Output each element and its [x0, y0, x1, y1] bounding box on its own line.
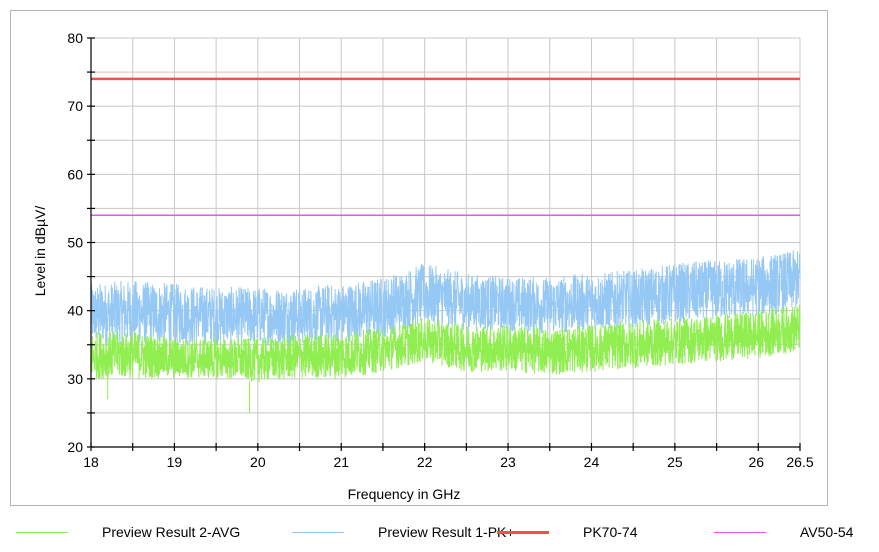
- legend-label: Preview Result 1-PK+: [378, 524, 515, 540]
- series-preview-result-1-pk-trace: [90, 250, 801, 347]
- y-axis-label: Level in dBµV/: [32, 206, 48, 297]
- x-tick-label: 20: [250, 454, 266, 470]
- chart-frame: 20 30 40 50 60 70 80 18 19 20 21 22 23 24 25 26 26.5 Fre…: [10, 10, 828, 506]
- y-tick-label: 50: [67, 235, 83, 251]
- legend-swatch: [292, 531, 344, 533]
- y-tick-label: 30: [67, 371, 83, 387]
- x-tick-label: 26.5: [786, 454, 813, 470]
- x-tick-label: 22: [417, 454, 433, 470]
- x-tick-label: 24: [584, 454, 600, 470]
- x-tick-label: 26: [749, 454, 765, 470]
- legend-item: AV50-54: [714, 520, 853, 544]
- x-tick-label: 19: [167, 454, 183, 470]
- legend-label: PK70-74: [583, 524, 638, 540]
- y-tick-label: 40: [67, 303, 83, 319]
- legend-label: Preview Result 2-AVG: [102, 524, 241, 540]
- legend-item: Preview Result 2-AVG: [16, 520, 240, 544]
- legend-item: Preview Result 1-PK+: [292, 520, 515, 544]
- y-tick-label: 80: [67, 30, 83, 46]
- x-tick-label: 25: [667, 454, 683, 470]
- legend-swatch: [714, 531, 766, 533]
- chart-legend: Preview Result 2-AVG Preview Result 1-PK+…: [0, 520, 879, 544]
- y-tick-label: 70: [67, 98, 83, 114]
- legend-item: PK70-74: [497, 520, 637, 544]
- x-tick-label: 21: [333, 454, 349, 470]
- x-axis-label: Frequency in GHz: [348, 486, 461, 502]
- x-tick-label: 18: [83, 454, 99, 470]
- x-tick-label: 23: [500, 454, 516, 470]
- emission-level-chart: 20 30 40 50 60 70 80 18 19 20 21 22 23 24 25 26 26.5 Fre…: [32, 30, 814, 502]
- y-tick-label: 20: [67, 439, 83, 455]
- legend-swatch: [16, 531, 68, 533]
- legend-swatch: [497, 530, 549, 534]
- series-preview-result-2-avg-trace: [90, 304, 801, 413]
- legend-label: AV50-54: [800, 524, 854, 540]
- y-tick-label: 60: [67, 166, 83, 182]
